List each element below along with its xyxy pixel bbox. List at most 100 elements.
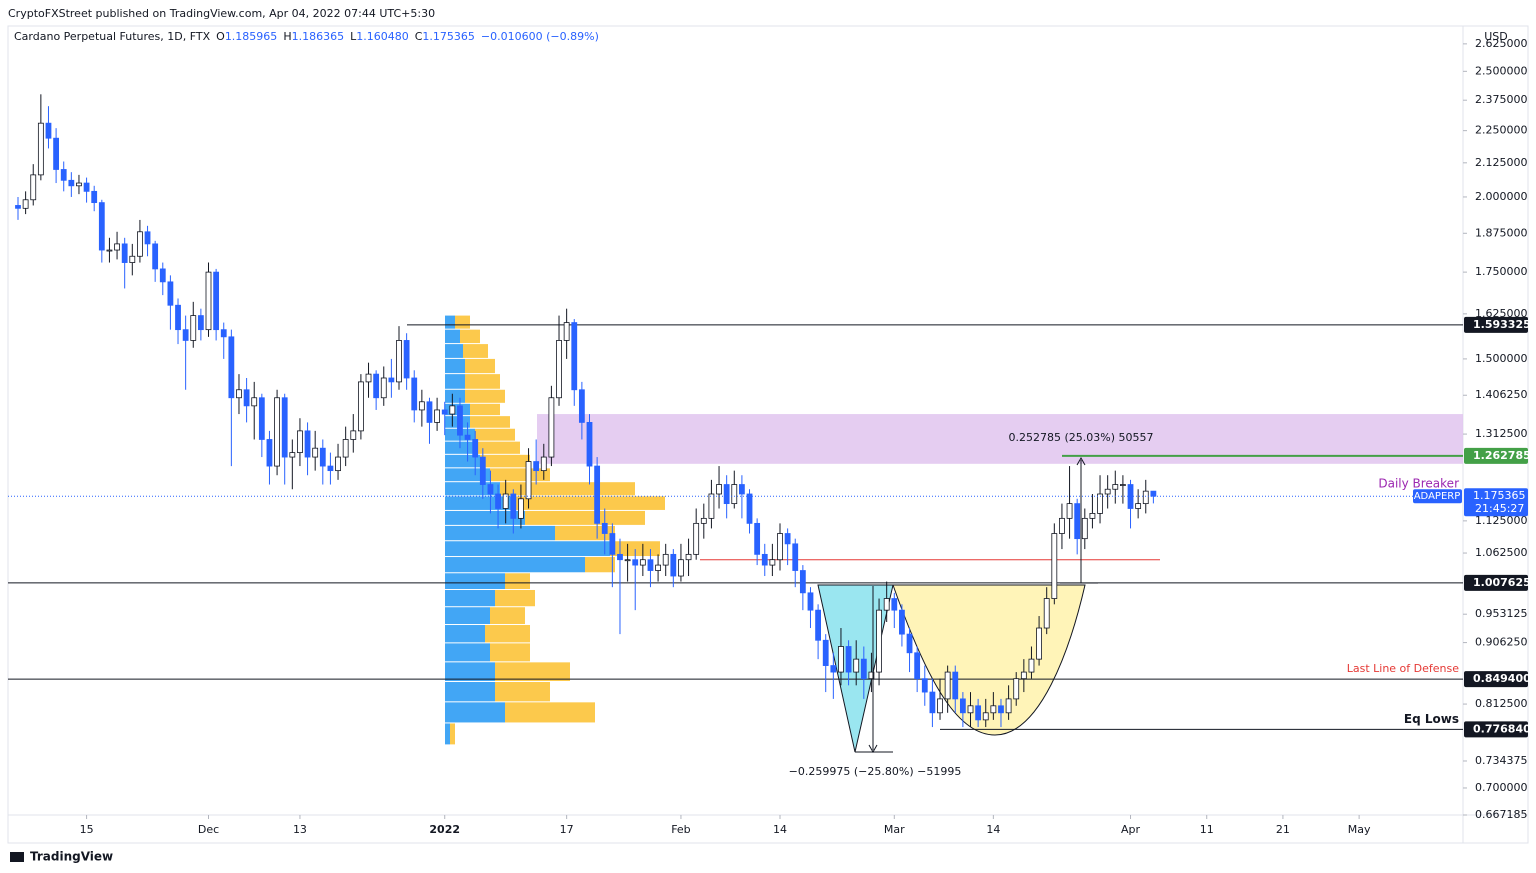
candle-body — [22, 199, 29, 209]
candle-body — [647, 559, 654, 571]
volume-up — [445, 525, 555, 541]
candle-body — [350, 430, 357, 440]
candle-body — [464, 434, 471, 440]
volume-up — [445, 625, 485, 643]
candle-body — [708, 493, 715, 519]
candle-body — [1104, 488, 1111, 495]
volume-down — [490, 607, 525, 625]
candle-body — [251, 397, 258, 407]
x-tick-label: Apr — [1121, 823, 1141, 836]
candle-body — [716, 484, 722, 495]
candle-body — [274, 397, 280, 467]
candle-body — [670, 553, 677, 577]
candle-body — [449, 405, 456, 415]
candle-body — [639, 559, 646, 566]
candle-body — [678, 559, 684, 577]
currency: USD — [1484, 30, 1508, 43]
candle-body — [975, 705, 982, 721]
candle-body — [662, 553, 669, 566]
candle-body — [655, 564, 661, 571]
y-tick-label: 0.812500 — [1475, 697, 1528, 710]
candle-body — [739, 484, 745, 495]
y-tick-label: 1.500000 — [1475, 352, 1528, 365]
candle-body — [853, 658, 860, 673]
candle-body — [822, 639, 829, 666]
level-note: Last Line of Defense — [1347, 662, 1460, 675]
candle-body — [487, 484, 494, 495]
y-tick-label: 2.625000 — [1475, 37, 1528, 50]
y-tick-label: 0.953125 — [1475, 607, 1528, 620]
candle-body — [411, 377, 418, 411]
candle-body — [952, 671, 959, 700]
volume-up — [445, 482, 500, 496]
volume-down — [475, 441, 520, 454]
candle-body — [1135, 503, 1142, 509]
candle-body — [921, 678, 928, 693]
x-tick-label: 2022 — [429, 823, 460, 836]
candle-body — [182, 329, 189, 341]
volume-down — [465, 389, 505, 403]
volume-up — [445, 541, 610, 557]
y-tick-label: 1.062500 — [1475, 546, 1528, 559]
candle-body — [37, 122, 44, 176]
y-tick-label: 1.875000 — [1475, 226, 1528, 239]
candle-body — [990, 705, 997, 714]
annotation: 0.252785 (25.03%) 50557 — [1009, 431, 1154, 444]
level-box — [1464, 316, 1528, 333]
candle-body — [15, 205, 21, 209]
candle-body — [723, 484, 730, 505]
candle-body — [289, 452, 296, 458]
level-label: 1.593325 — [1473, 318, 1531, 331]
volume-down — [455, 315, 470, 329]
candle-body — [1142, 490, 1149, 505]
volume-up — [445, 374, 465, 389]
candle-body — [1150, 490, 1157, 497]
candle-body — [167, 281, 174, 306]
candle-body — [1097, 493, 1103, 514]
y-tick-label: 2.375000 — [1475, 93, 1528, 106]
candle-body — [807, 592, 814, 611]
volume-up — [445, 589, 495, 607]
candle-body — [906, 633, 913, 654]
volume-up — [445, 643, 490, 662]
candle-body — [121, 243, 128, 263]
candle-body — [243, 389, 250, 407]
candle-body — [30, 174, 37, 201]
level-box — [1464, 721, 1528, 738]
volume-down — [505, 702, 595, 723]
candle-body — [76, 182, 82, 187]
candle-body — [426, 401, 433, 423]
symbol-label: ADAPERP — [1414, 491, 1461, 502]
candle-body — [868, 671, 875, 680]
x-tick-label: 14 — [986, 823, 1000, 836]
level-label: 1.262785 — [1473, 449, 1531, 462]
candle-body — [1059, 517, 1065, 534]
candle-body — [578, 389, 585, 423]
y-tick-label: 1.406250 — [1475, 388, 1528, 401]
x-tick-label: 11 — [1200, 823, 1214, 836]
candle-body — [472, 439, 479, 458]
chart-title: Cardano Perpetual Futures, 1D, FTX — [14, 30, 211, 43]
candle-body — [1013, 678, 1020, 700]
y-tick-label: 1.125000 — [1475, 514, 1528, 527]
header-key: H — [283, 30, 291, 43]
candle-body — [418, 401, 425, 411]
volume-down — [555, 525, 615, 541]
candle-body — [197, 315, 204, 331]
candle-body — [45, 122, 52, 139]
candle-body — [342, 439, 349, 458]
y-tick-label: 0.906250 — [1475, 636, 1528, 649]
volume-up — [445, 329, 460, 344]
candle-body — [357, 381, 364, 432]
candle-body — [1089, 513, 1096, 519]
candle-body — [60, 169, 67, 181]
candle-body — [266, 439, 273, 467]
candle-body — [1051, 533, 1058, 599]
volume-down — [470, 416, 510, 428]
x-tick-label: 21 — [1276, 823, 1290, 836]
candle-body — [396, 340, 402, 383]
volume-up — [445, 454, 480, 468]
brand: TradingView — [30, 850, 113, 864]
candle-body — [510, 493, 517, 519]
last-price-label: 1.175365 — [1473, 489, 1526, 502]
